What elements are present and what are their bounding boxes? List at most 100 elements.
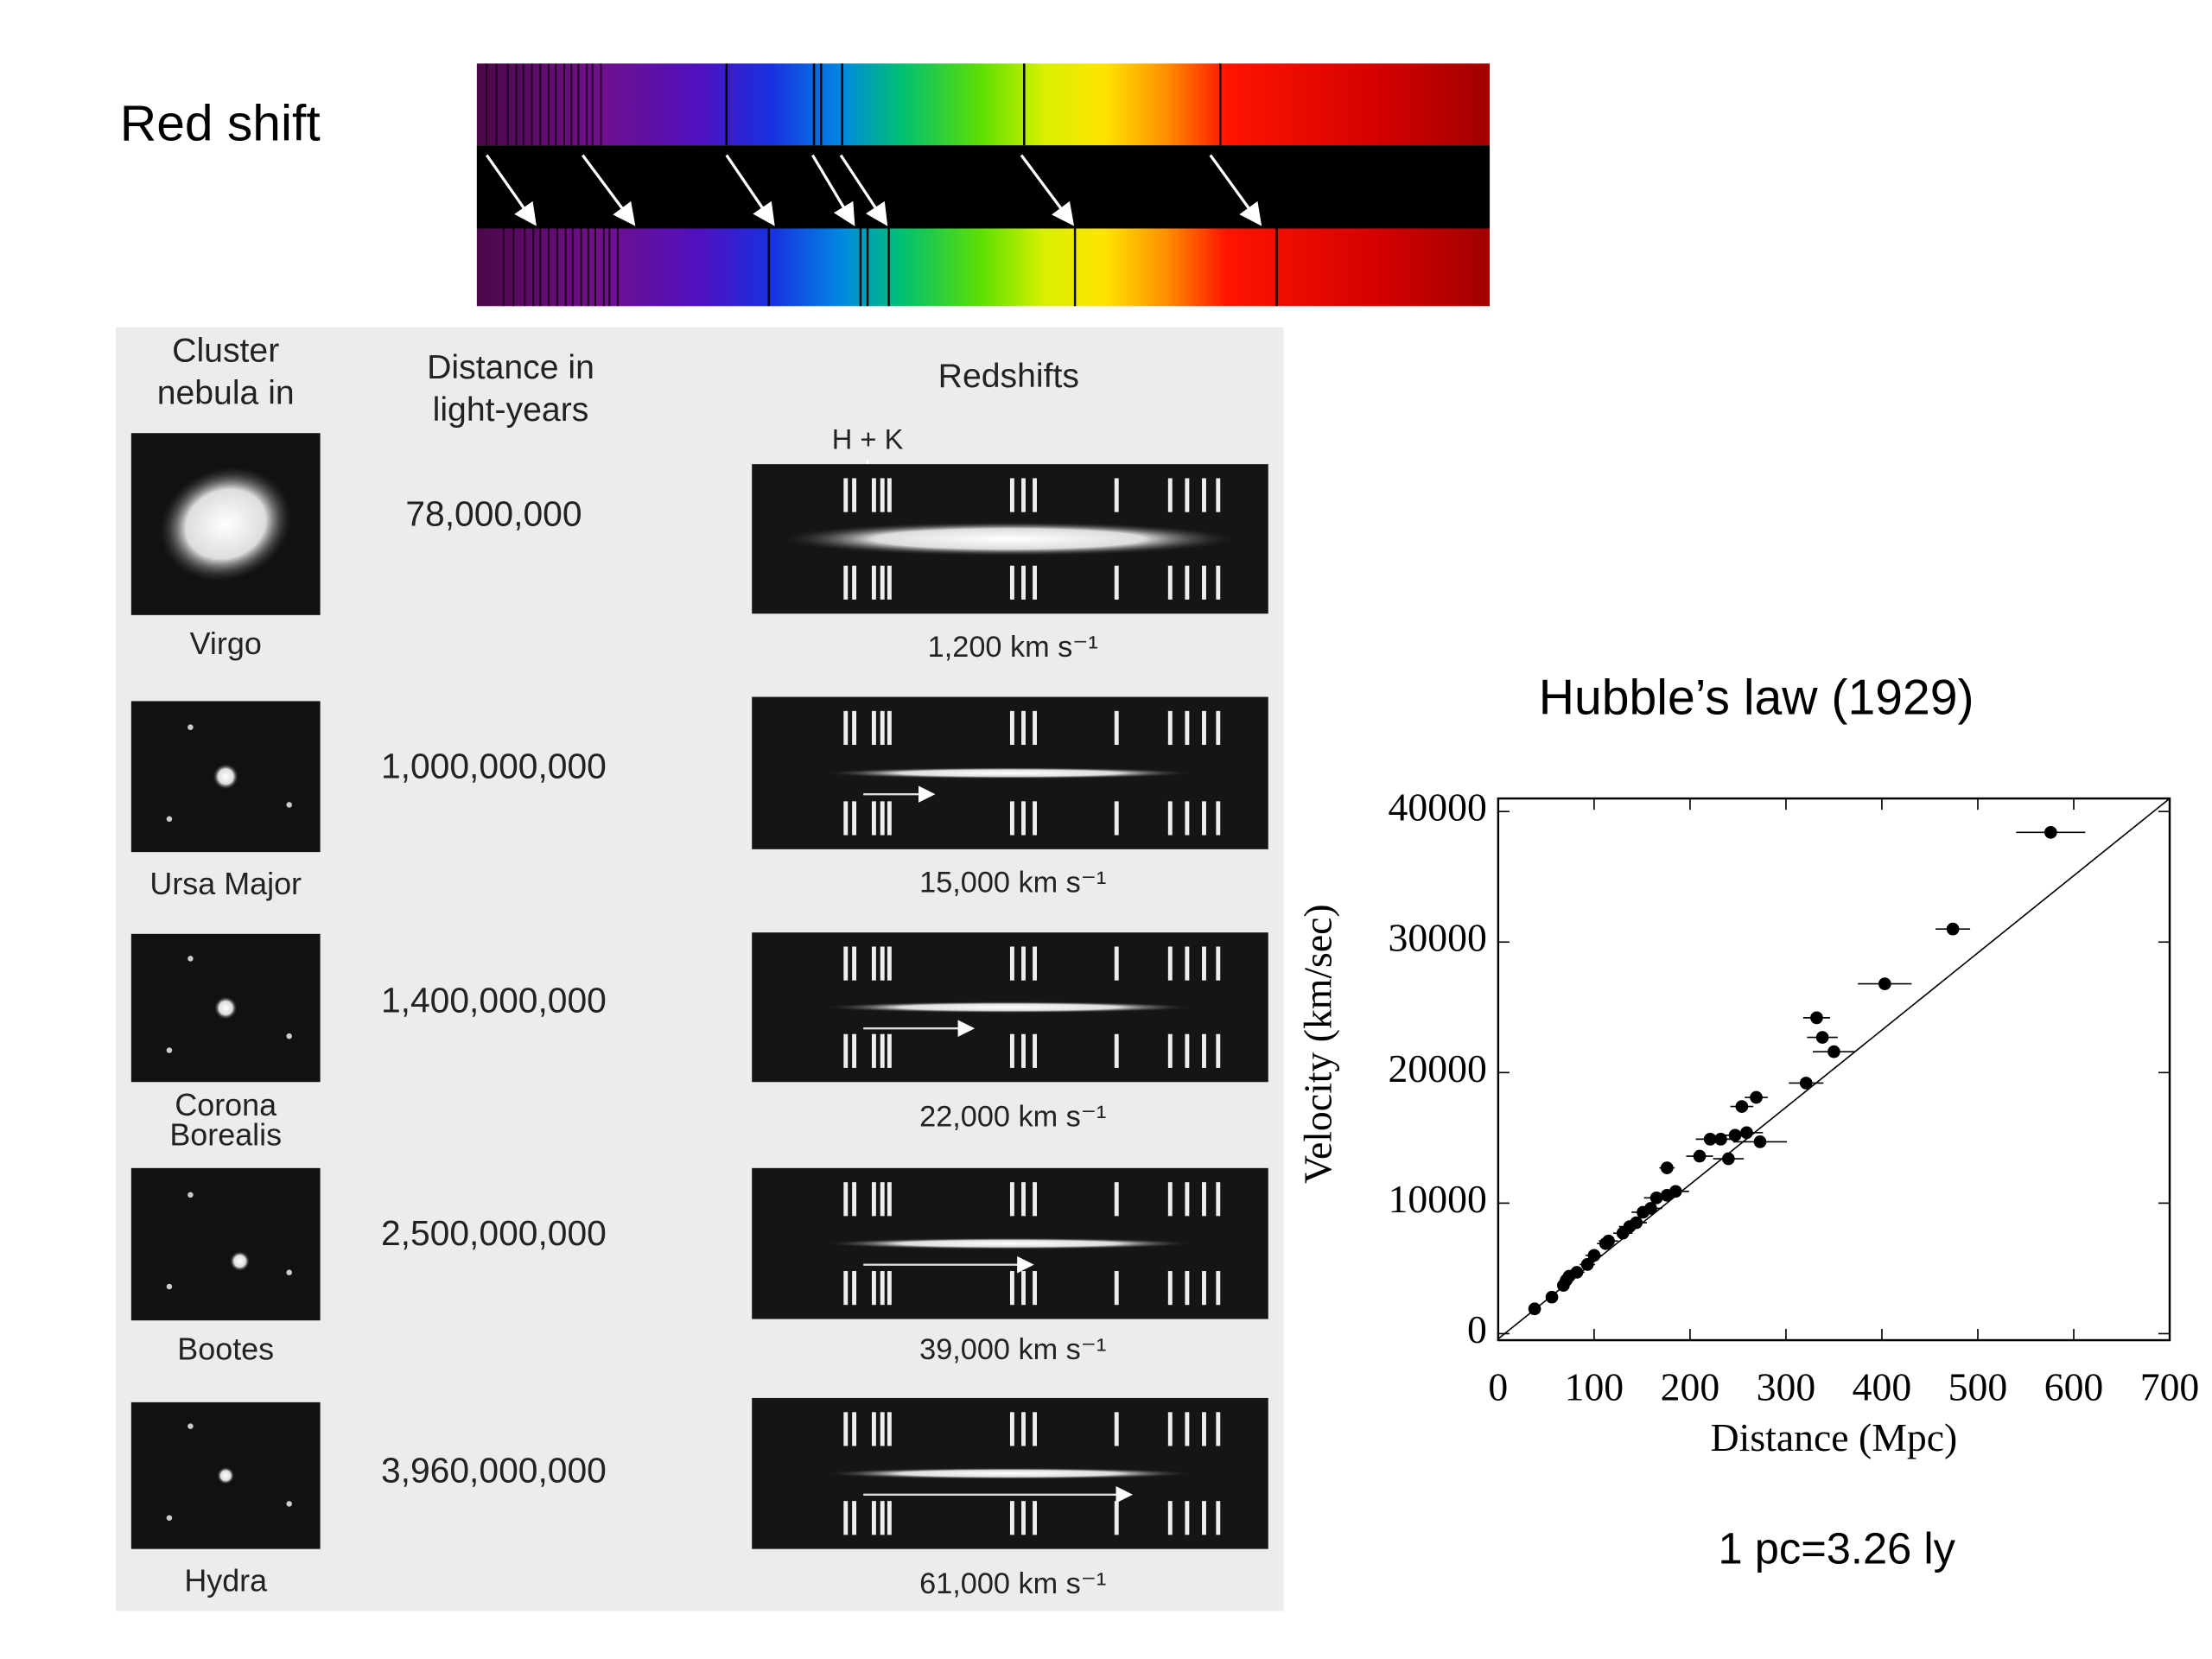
comparison-line	[1202, 1501, 1206, 1535]
x-tick-label: 100	[1565, 1364, 1624, 1408]
comparison-line	[1167, 1412, 1173, 1446]
data-point	[2044, 826, 2057, 839]
comparison-line	[843, 565, 849, 600]
star	[166, 1515, 173, 1521]
star	[166, 1283, 173, 1290]
comparison-line	[1202, 801, 1206, 836]
data-point	[1649, 1192, 1663, 1205]
galaxy	[230, 1251, 250, 1272]
y-axis-label: Velocity (km/sec)	[1295, 904, 1339, 1184]
comparison-line	[1009, 1412, 1014, 1446]
comparison-line	[871, 801, 876, 836]
data-point	[1570, 1266, 1584, 1279]
comparison-line	[1009, 1271, 1014, 1306]
comparison-line	[1114, 478, 1119, 512]
comparison-line	[1114, 710, 1119, 746]
data-point	[1644, 1202, 1657, 1215]
data-point	[1815, 1031, 1829, 1044]
data-point	[1735, 1100, 1749, 1113]
comparison-line	[1185, 1501, 1190, 1535]
galaxy-spectrum	[825, 1237, 1192, 1249]
comparison-line	[887, 1501, 892, 1535]
data-point	[1728, 1128, 1742, 1142]
y-tick-label: 20000	[1389, 1046, 1487, 1090]
data-point	[1810, 1011, 1823, 1025]
data-point	[1827, 1045, 1840, 1058]
galaxy-photo	[130, 1167, 321, 1321]
comparison-line	[843, 1271, 849, 1306]
data-point	[1750, 1090, 1763, 1104]
comparison-line	[843, 478, 849, 512]
distance: 2,500,000,000	[381, 1213, 607, 1253]
comparison-line	[887, 1033, 892, 1068]
comparison-line	[843, 1182, 849, 1217]
galaxy	[217, 1466, 235, 1484]
comparison-line	[1114, 1033, 1119, 1068]
comparison-line	[1114, 1271, 1119, 1306]
comparison-line	[1167, 710, 1173, 746]
comparison-line	[1216, 478, 1221, 512]
y-tick-label: 40000	[1389, 785, 1487, 830]
comparison-line	[1185, 1271, 1190, 1306]
column-header: Cluster	[172, 333, 279, 370]
comparison-line	[871, 1271, 876, 1306]
x-tick-label: 600	[2044, 1364, 2104, 1408]
column-header: light-years	[433, 391, 589, 429]
comparison-line	[1185, 478, 1190, 512]
distance: 1,400,000,000	[381, 981, 607, 1020]
data-point	[1545, 1290, 1559, 1304]
comparison-line	[1185, 1412, 1190, 1446]
comparison-line	[1167, 1501, 1173, 1535]
x-tick-label: 400	[1853, 1364, 1912, 1408]
comparison-line	[1167, 801, 1173, 836]
comparison-line	[1185, 946, 1190, 981]
comparison-line	[1021, 710, 1026, 746]
distance: 78,000,000	[405, 493, 582, 533]
comparison-line	[843, 1501, 849, 1535]
comparison-line	[887, 801, 892, 836]
comparison-line	[871, 946, 876, 981]
comparison-line	[1185, 565, 1190, 600]
comparison-line	[880, 946, 885, 981]
galaxy-spectrum	[825, 1467, 1192, 1479]
comparison-line	[1021, 801, 1026, 836]
comparison-line	[852, 801, 857, 836]
comparison-line	[1202, 478, 1206, 512]
comparison-line	[1216, 565, 1221, 600]
comparison-line	[1114, 946, 1119, 981]
galaxy-spectrum	[783, 522, 1235, 556]
comparison-line	[1033, 801, 1037, 836]
data-point	[1799, 1077, 1813, 1090]
star	[286, 802, 292, 808]
comparison-line	[1202, 1271, 1206, 1306]
x-tick-label: 300	[1757, 1364, 1816, 1408]
comparison-line	[1114, 1501, 1119, 1535]
shift-arrow	[1209, 154, 1262, 226]
comparison-line	[1185, 1033, 1190, 1068]
cluster-name: Ursa Major	[149, 866, 302, 901]
comparison-line	[880, 1271, 885, 1306]
comparison-line	[852, 565, 857, 600]
comparison-line	[1185, 801, 1190, 836]
data-point	[1528, 1302, 1541, 1316]
comparison-line	[1009, 1033, 1014, 1068]
galaxy-spectrum	[825, 1001, 1192, 1014]
comparison-line	[880, 1412, 885, 1446]
comparison-line	[871, 710, 876, 746]
data-point	[1740, 1126, 1753, 1140]
comparison-line	[887, 946, 892, 981]
comparison-line	[880, 565, 885, 600]
comparison-line	[852, 1412, 857, 1446]
comparison-line	[1167, 1182, 1173, 1217]
column-header: Distance in	[427, 349, 594, 386]
galaxy-spectrum	[825, 767, 1192, 779]
shift-arrow	[1020, 154, 1075, 226]
comparison-line	[843, 1412, 849, 1446]
shift-arrow	[485, 154, 537, 226]
comparison-line	[1216, 710, 1221, 746]
galaxy	[213, 764, 238, 790]
comparison-line	[1009, 946, 1014, 981]
comparison-line	[1021, 1412, 1026, 1446]
slide-title: Red shift	[120, 95, 321, 151]
